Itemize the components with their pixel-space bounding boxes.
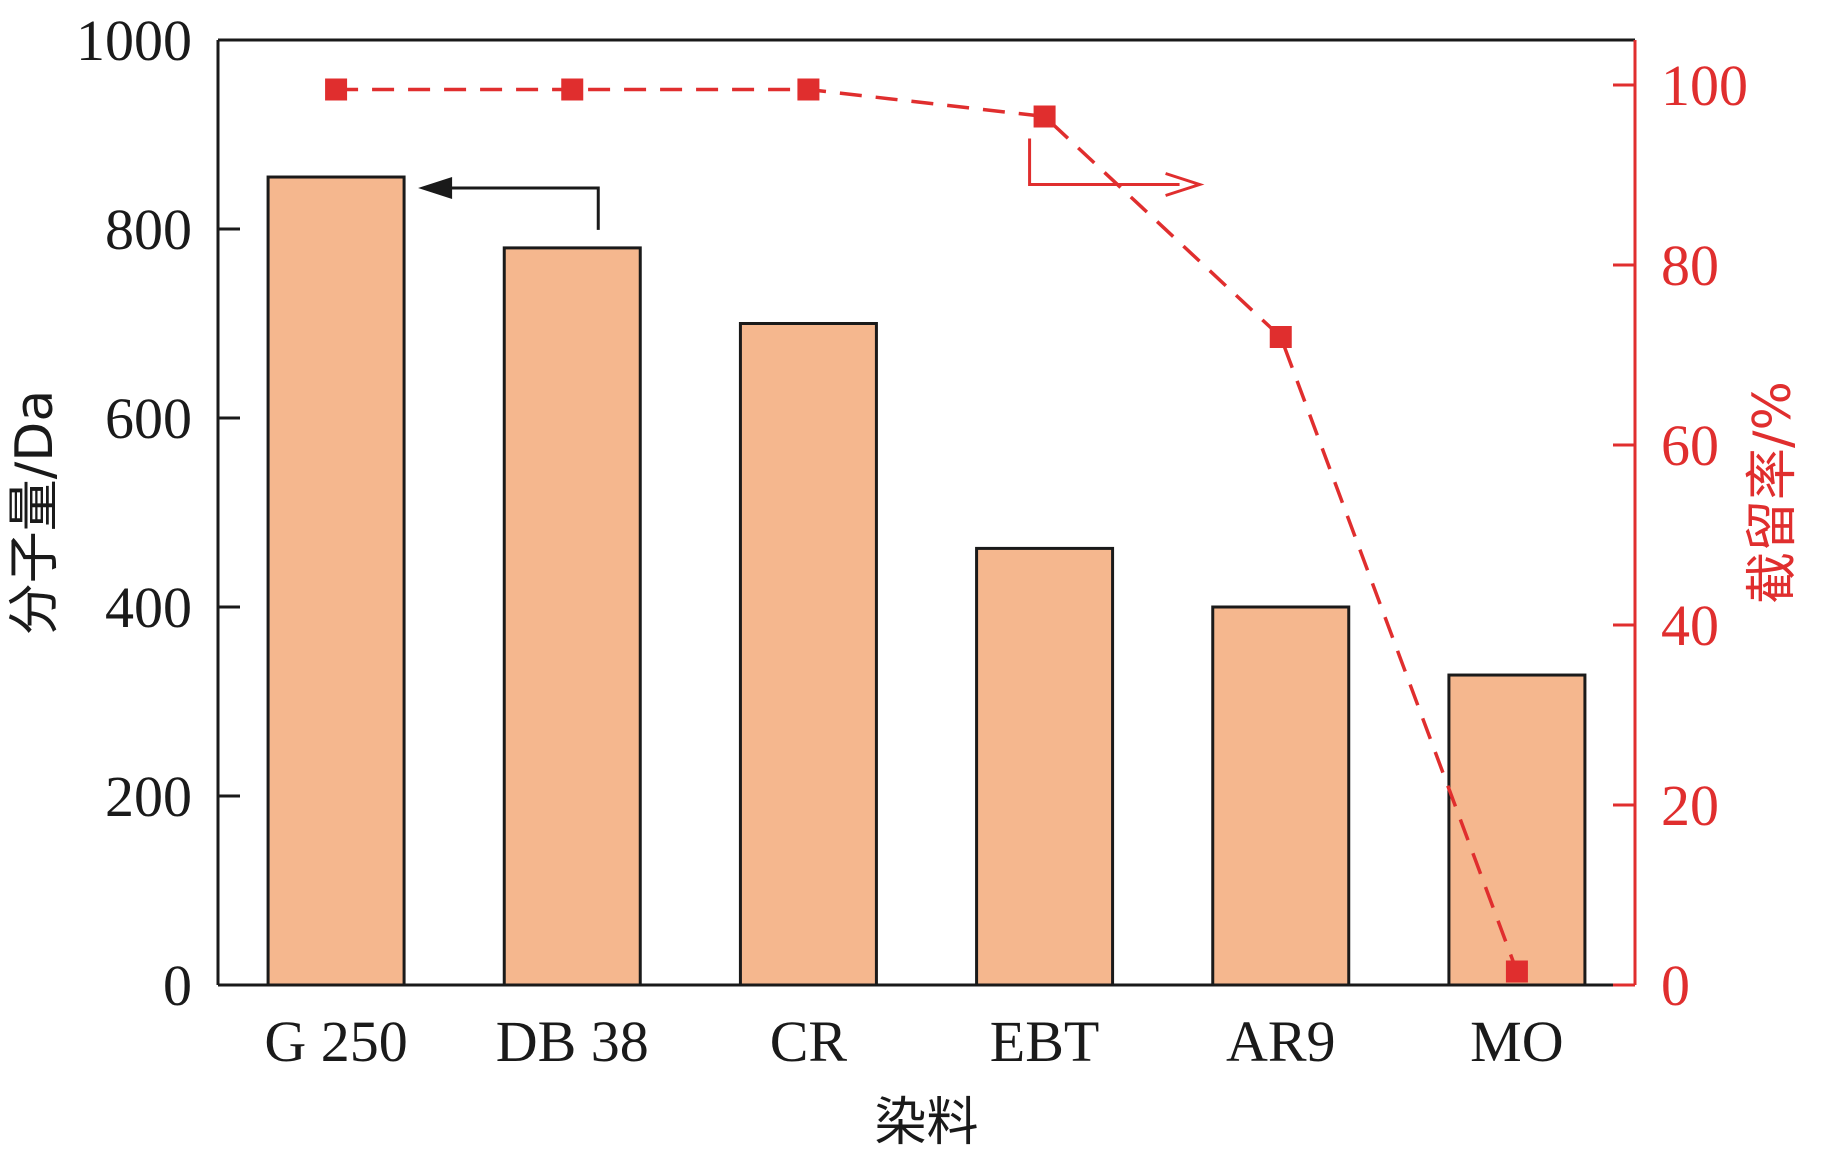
y-right-tick-label: 40 xyxy=(1661,593,1719,658)
y-left-tick-label: 1000 xyxy=(76,8,192,73)
bar-ebt xyxy=(975,546,1115,987)
bar-mo xyxy=(1447,673,1587,987)
right-axis-arrowhead xyxy=(1165,172,1205,197)
bars-layer xyxy=(266,175,1587,987)
y-right-tick-label: 20 xyxy=(1661,773,1719,838)
line-layer xyxy=(325,78,1528,983)
y-left-tick-label: 400 xyxy=(105,575,192,640)
y-left-tick-label: 200 xyxy=(105,764,192,829)
x-category-label: MO xyxy=(1470,1009,1563,1074)
frame-layer xyxy=(216,38,1637,987)
retention-marker-cr xyxy=(797,78,820,101)
retention-marker-ar9 xyxy=(1269,326,1292,348)
text-layer: 染料 分子量/Da 截留率/% 0 200 400 600 800 1000 0 20 40 60… xyxy=(5,8,1803,1153)
bar-ar9 xyxy=(1211,605,1351,987)
retention-line xyxy=(336,87,1519,973)
y-axis-right-title: 截留率/% xyxy=(1743,381,1803,604)
retention-marker-ebt xyxy=(1033,105,1056,128)
left-axis-arrow-line xyxy=(438,186,600,230)
y-right-tick-label: 0 xyxy=(1661,953,1690,1018)
x-category-label: G 250 xyxy=(264,1009,407,1074)
y-right-tick-label: 80 xyxy=(1661,233,1719,298)
y-left-tick-label: 0 xyxy=(163,953,192,1018)
x-category-label: CR xyxy=(770,1009,848,1074)
left-axis-arrowhead xyxy=(418,177,453,200)
x-axis-title: 染料 xyxy=(874,1093,978,1153)
annot-layer xyxy=(418,138,1205,230)
x-category-label: DB 38 xyxy=(496,1009,649,1074)
x-category-label: AR9 xyxy=(1226,1009,1336,1074)
y-right-tick-label: 100 xyxy=(1661,53,1748,118)
retention-marker-g-250 xyxy=(325,78,348,101)
y-axis-left-title: 分子量/Da xyxy=(5,390,65,635)
x-category-label: EBT xyxy=(990,1009,1100,1074)
ticks-layer xyxy=(218,38,1635,987)
bar-cr xyxy=(738,322,878,987)
y-left-tick-label: 600 xyxy=(105,386,192,451)
y-left-tick-label: 800 xyxy=(105,197,192,262)
y-right-tick-label: 60 xyxy=(1661,413,1719,478)
right-axis-arrow-line xyxy=(1028,138,1180,186)
retention-marker-mo xyxy=(1505,960,1528,983)
bar-g-250 xyxy=(266,175,406,987)
bar-db-38 xyxy=(502,246,642,987)
retention-marker-db-38 xyxy=(561,78,584,101)
